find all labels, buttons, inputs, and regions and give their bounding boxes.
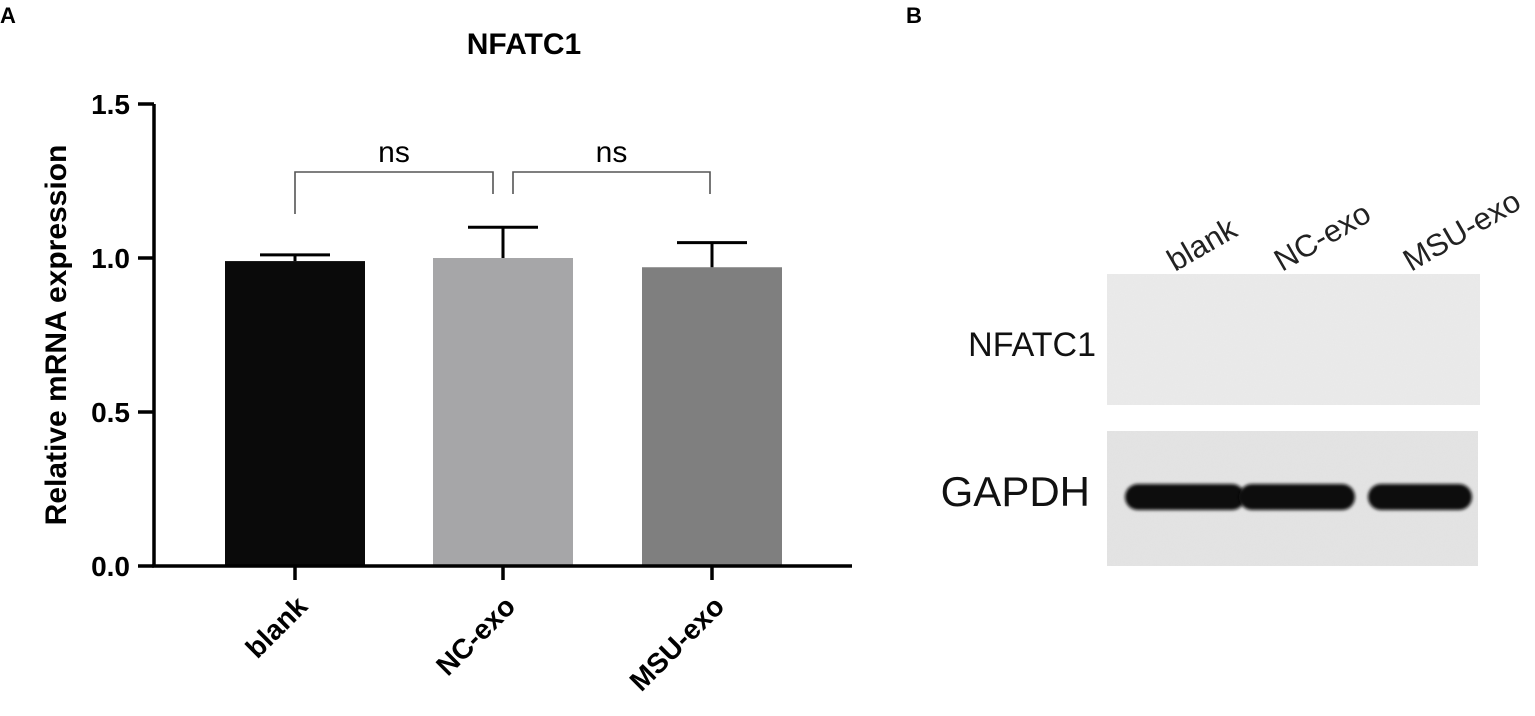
chart-title: NFATC1 xyxy=(467,28,581,61)
significance-label: ns xyxy=(378,136,410,169)
significance-bracket xyxy=(512,171,711,194)
y-tick-label: 0.0 xyxy=(91,551,130,582)
bar-msu-exo xyxy=(642,267,782,566)
bar-blank xyxy=(225,261,365,566)
y-tick-label: 1.5 xyxy=(91,89,130,120)
y-tick-label: 1.0 xyxy=(91,243,130,274)
blot-row-label: NFATC1 xyxy=(968,326,1096,364)
blot-band xyxy=(1125,484,1245,510)
plot-area: 0.0 0.5 1.0 1.5 blank NC-exo MSU-exo ns ns xyxy=(91,89,852,697)
panel-label-b: B xyxy=(906,3,922,28)
blot-row-label: GAPDH xyxy=(941,468,1090,515)
y-tick-label: 0.5 xyxy=(91,397,130,428)
blot-lane-label: blank xyxy=(1161,210,1243,278)
blot-band xyxy=(1239,484,1355,510)
blot-lane-label: NC-exo xyxy=(1268,195,1377,278)
x-category-label: blank xyxy=(240,590,314,664)
x-category-label: MSU-exo xyxy=(624,590,731,697)
blot-membrane-texture xyxy=(1107,274,1480,405)
y-axis-label: Relative mRNA expression xyxy=(40,145,73,526)
significance-bracket xyxy=(294,171,494,214)
significance-label: ns xyxy=(596,136,628,169)
panel-label-a: A xyxy=(0,3,16,28)
bar-nc-exo xyxy=(433,258,573,566)
western-blot: blank NC-exo MSU-exo NFATC1 GAPDH xyxy=(941,183,1526,566)
x-category-label: NC-exo xyxy=(430,590,521,681)
blot-band xyxy=(1368,484,1472,510)
blot-lane-label: MSU-exo xyxy=(1397,183,1526,278)
